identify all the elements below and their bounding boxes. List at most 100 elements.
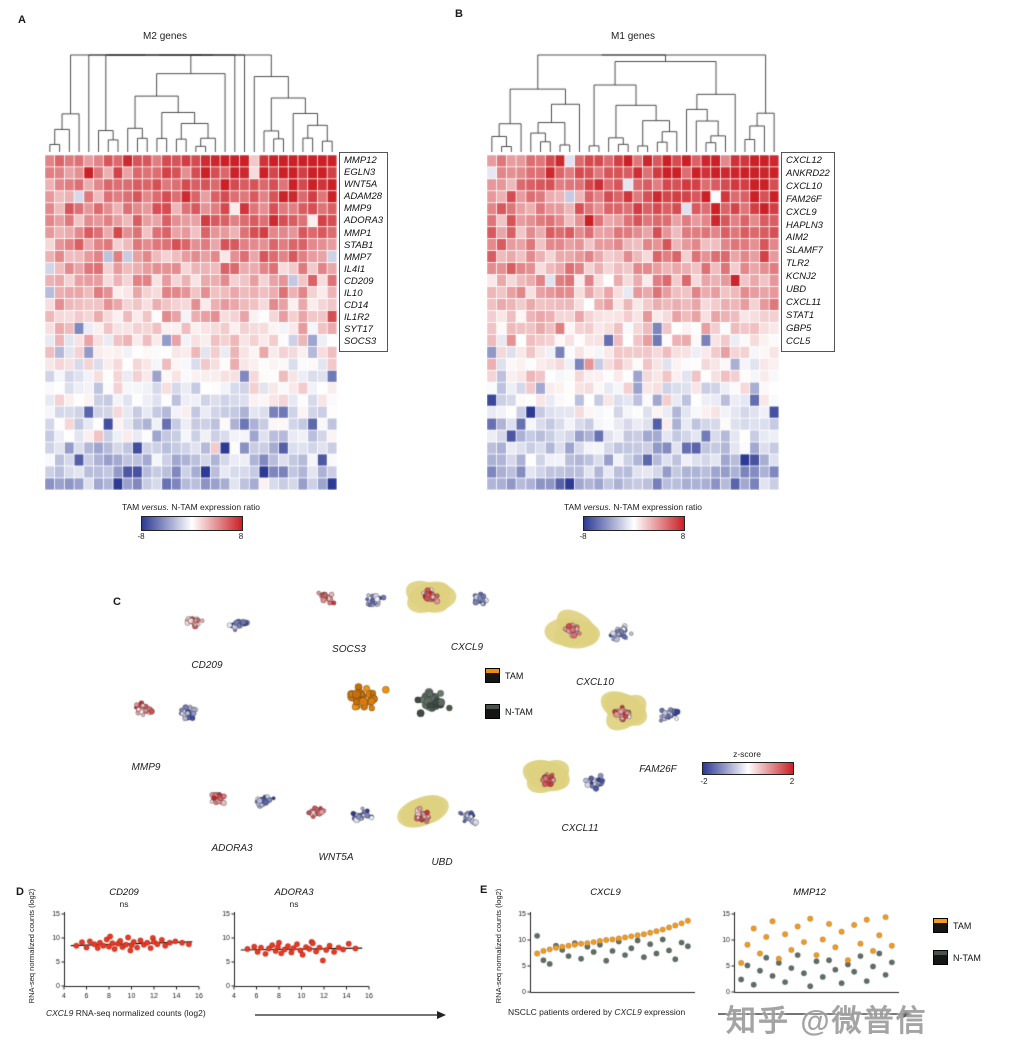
panel-a-colorbar	[141, 516, 243, 531]
arrow-right-icon	[718, 1010, 912, 1018]
cluster-gene-label: FAM26F	[639, 764, 677, 775]
panel-d-label: D	[16, 886, 24, 898]
plot-e1-title: CXCL9	[590, 887, 621, 898]
gene-label: CCL5	[786, 335, 811, 347]
ntam-cube-icon	[933, 950, 948, 965]
gene-label: IL4I1	[344, 263, 366, 275]
panel-d-x-axis-label: CXCL9 RNA-seq normalized counts (log2)	[46, 1008, 206, 1018]
gene-label: MMP9	[344, 203, 372, 215]
panel-e-y-axis-label: RNA-seq normalized counts (log2)	[494, 888, 503, 1004]
e-ntam-legend-label: N-TAM	[953, 952, 981, 963]
panel-a-gene-list: MMP12 EGLN3 WNT5A ADAM28 MMP9 ADORA3 MMP1 STAB1…	[339, 152, 389, 352]
panel-a-colorbar-caption: TAM versus. N-TAM expression ratio	[45, 502, 337, 512]
plot-e2-title: MMP12	[793, 887, 826, 898]
tsne-clusters-canvas	[95, 552, 805, 882]
zscore-max: 2	[789, 777, 795, 786]
tam-legend-label: TAM	[505, 670, 524, 681]
gene-label: SOCS3	[344, 336, 377, 348]
gene-label: CXCL9	[786, 206, 817, 218]
gene-label: AIM2	[786, 232, 809, 244]
gene-label: ANKRD22	[786, 167, 830, 179]
gene-label: MMP12	[344, 155, 377, 166]
ntam-legend-label: N-TAM	[505, 706, 533, 717]
scatter-adora3-canvas	[210, 906, 378, 1006]
cluster-gene-label: CXCL10	[576, 677, 614, 688]
scatter-cd209-canvas	[40, 906, 208, 1006]
caption-text: N-TAM expression ratio	[611, 502, 703, 512]
zscore-min: -2	[700, 777, 708, 786]
caption-text: TAM	[563, 502, 584, 512]
tam-cube-icon	[485, 668, 500, 683]
gene-label: SLAMF7	[786, 245, 823, 257]
cluster-gene-label: MMP9	[131, 762, 161, 773]
zscore-colorbar	[702, 762, 794, 775]
heatmap-b-canvas	[487, 52, 779, 490]
cluster-gene-label: UBD	[431, 857, 453, 868]
gene-label: ADAM28	[344, 191, 383, 203]
tam-cube-top	[486, 669, 499, 673]
ntam-cube-top	[934, 951, 947, 955]
ntam-cube-icon	[485, 704, 500, 719]
gene-label: MMP1	[344, 227, 372, 239]
x-label-rest: RNA-seq normalized counts (log2)	[73, 1008, 206, 1018]
panel-b-colorbar	[583, 516, 685, 531]
panel-b-label: B	[455, 8, 463, 20]
gene-label: GBP5	[786, 322, 812, 334]
gene-label: CD209	[344, 275, 374, 287]
caption-versus: versus.	[141, 502, 170, 512]
gene-label: CD14	[344, 300, 369, 312]
cluster-gene-label: CXCL11	[561, 823, 599, 834]
ntam-legend: N-TAM	[485, 704, 533, 719]
cluster-gene-label: SOCS3	[332, 644, 366, 655]
tam-cube-top	[934, 919, 947, 923]
panel-a-label: A	[18, 14, 26, 26]
panel-e-x-axis-label: NSCLC patients ordered by CXCL9 expressi…	[508, 1007, 685, 1017]
x-label-pre: NSCLC patients ordered by	[508, 1007, 615, 1017]
gene-label: SYT17	[344, 324, 374, 336]
gene-label: STAT1	[786, 309, 815, 321]
e-tam-legend-label: TAM	[953, 920, 972, 931]
cluster-gene-label: WNT5A	[318, 852, 354, 863]
gene-label: IL10	[344, 288, 363, 300]
gene-label: STAB1	[344, 239, 374, 251]
x-label-gene: CXCL9	[46, 1008, 74, 1018]
gene-label: FAM26F	[786, 193, 822, 205]
gene-label: CXCL10	[786, 180, 822, 192]
gene-label: ADORA3	[344, 215, 384, 227]
plot-d1-title: CD209	[109, 887, 139, 898]
panel-b-colorbar-max: 8	[680, 532, 686, 541]
plot-d1-annotation: ns	[119, 899, 129, 909]
gene-label: KCNJ2	[786, 271, 817, 283]
panel-a-colorbar-max: 8	[238, 532, 244, 541]
gene-label: UBD	[786, 284, 807, 296]
gene-label: MMP7	[344, 251, 372, 263]
gene-label: EGLN3	[344, 167, 376, 179]
x-label-gene: CXCL9	[614, 1007, 642, 1017]
heatmap-a-canvas	[45, 52, 337, 490]
e-tam-legend: TAM	[933, 918, 971, 933]
watermark: 知乎 @微普信	[726, 1005, 928, 1038]
panel-a-title: M2 genes	[143, 31, 187, 42]
gene-label: WNT5A	[344, 179, 378, 191]
gene-label: TLR2	[786, 258, 810, 270]
zscore-label: z-score	[733, 749, 761, 759]
cluster-gene-label: CXCL9	[450, 642, 484, 653]
caption-versus: versus.	[583, 502, 612, 512]
caption-text: TAM	[121, 502, 142, 512]
cluster-gene-label: CD209	[191, 660, 223, 671]
panel-e-label: E	[480, 884, 488, 896]
plot-d2-annotation: ns	[289, 899, 299, 909]
panel-b-gene-list: CXCL12 ANKRD22 CXCL10 FAM26F CXCL9 HAPLN3 AIM2…	[781, 152, 835, 352]
gene-label: HAPLN3	[786, 219, 823, 231]
panel-b-title: M1 genes	[611, 31, 655, 42]
x-label-post: expression	[641, 1007, 686, 1017]
arrow-right-icon	[255, 1011, 446, 1019]
plot-d2-title: ADORA3	[274, 887, 314, 898]
panel-d-y-axis-label: RNA-seq normalized counts (log2)	[27, 888, 36, 1004]
tam-legend: TAM	[485, 668, 523, 683]
gene-label: CXCL12	[786, 155, 822, 166]
tam-cube-icon	[933, 918, 948, 933]
panel-b-colorbar-min: -8	[579, 532, 587, 541]
cluster-gene-label: ADORA3	[211, 843, 253, 854]
